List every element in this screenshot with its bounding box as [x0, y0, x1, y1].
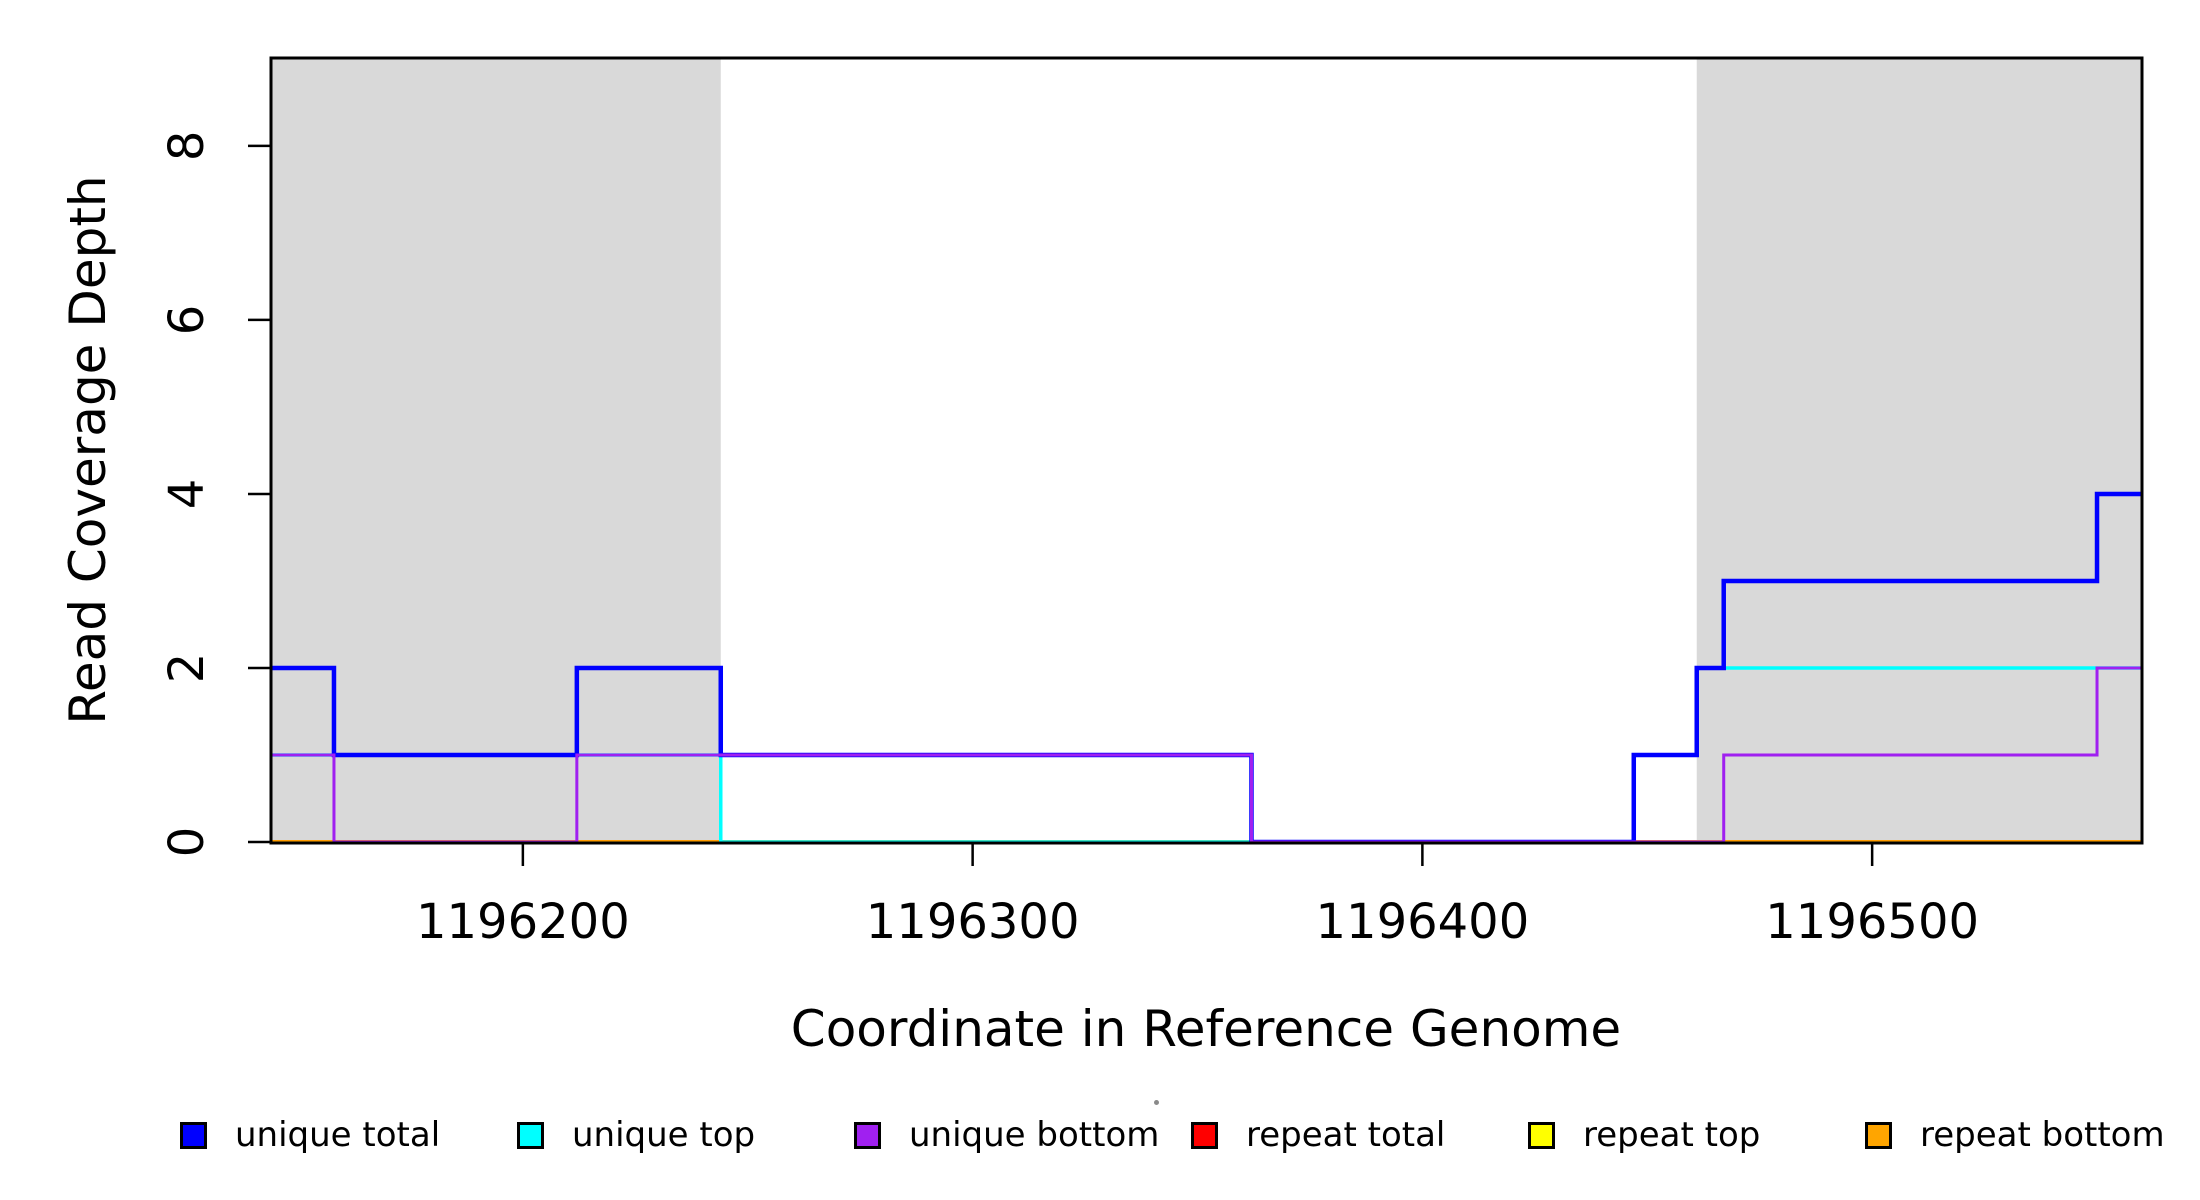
legend-item-repeat-total: repeat total: [1191, 1115, 1446, 1155]
repeat-bottom-swatch-icon: [1865, 1121, 1892, 1149]
legend-item-repeat-top: repeat top: [1528, 1115, 1761, 1155]
legend-item-unique-top: unique top: [517, 1115, 756, 1155]
plot-border: [269, 56, 2144, 845]
legend-item-repeat-bottom: repeat bottom: [1865, 1115, 2165, 1155]
coverage-line-unique-bottom: [271, 666, 2142, 844]
y-tick-label: 8: [159, 131, 215, 162]
repeat-top-swatch-icon: [1528, 1121, 1555, 1149]
legend-label: unique top: [572, 1115, 756, 1155]
x-tick-label: 1196200: [416, 894, 630, 950]
x-tick-label: 1196500: [1765, 894, 1979, 950]
x-tick-label: 1196400: [1315, 894, 1529, 950]
legend-label: unique bottom: [909, 1115, 1160, 1155]
legend-item-unique-total: unique total: [180, 1115, 441, 1155]
y-tick-label: 2: [159, 653, 215, 684]
y-tick-label: 0: [159, 827, 215, 858]
unique-bottom-swatch-icon: [854, 1121, 881, 1149]
legend-label: repeat total: [1246, 1115, 1446, 1155]
y-tick-label: 6: [159, 305, 215, 336]
y-axis-title: Read Coverage Depth: [59, 175, 117, 725]
x-axis-title: Coordinate in Reference Genome: [790, 1000, 1622, 1058]
legend-label: unique total: [235, 1115, 441, 1155]
legend-label: repeat bottom: [1920, 1115, 2165, 1155]
repeat-total-swatch-icon: [1191, 1121, 1218, 1149]
legend-item-unique-bottom: unique bottom: [854, 1115, 1160, 1155]
unique-total-swatch-icon: [180, 1121, 207, 1149]
y-tick-label: 4: [159, 479, 215, 510]
unique-top-swatch-icon: [517, 1121, 544, 1149]
shaded-region: [1696, 58, 2142, 843]
shaded-region: [271, 58, 721, 843]
legend-artifact-dot: [1154, 1100, 1159, 1105]
legend-label: repeat top: [1583, 1115, 1761, 1155]
x-tick-label: 1196300: [866, 894, 1080, 950]
